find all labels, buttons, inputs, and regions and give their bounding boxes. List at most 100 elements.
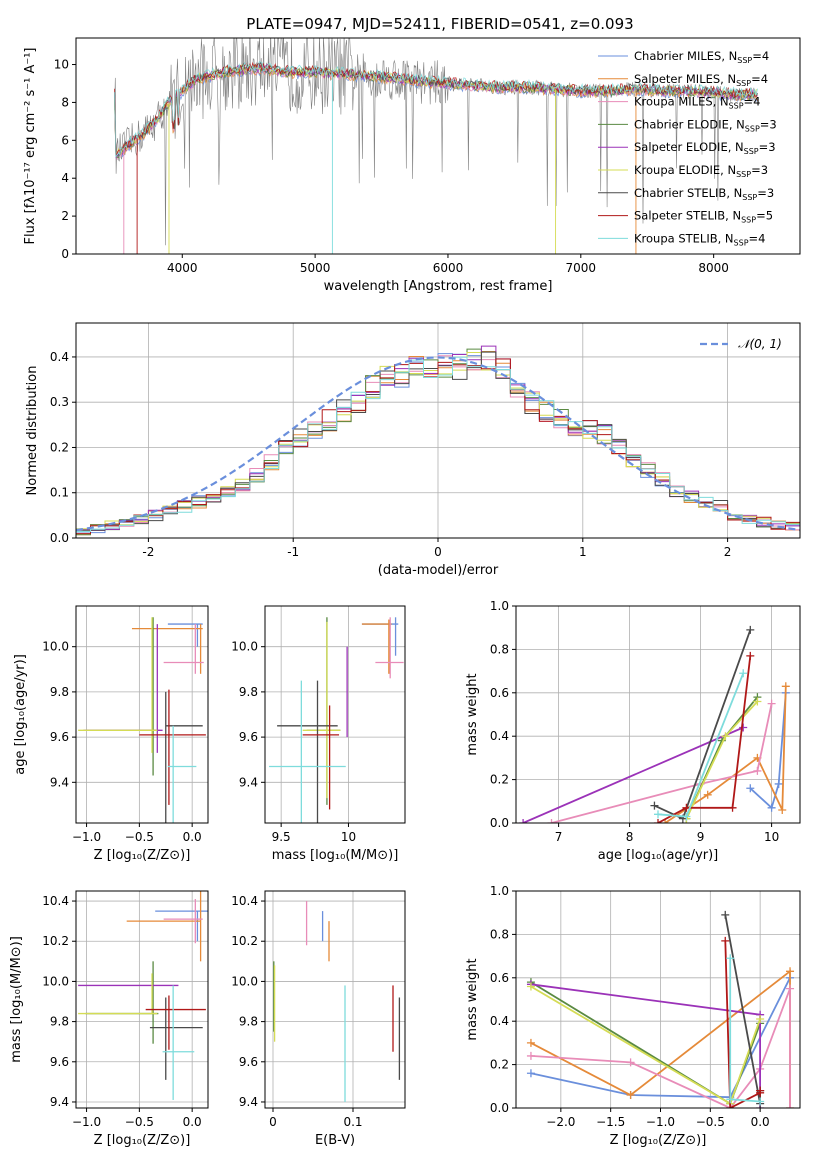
weight-point-marker (626, 1090, 635, 1099)
weight-series-line (749, 692, 787, 810)
y-tick-label: 0.2 (490, 773, 509, 787)
weight-point-marker (726, 1104, 735, 1108)
x-axis-label: Z [log₁₀(Z/Z⊙)] (94, 1133, 191, 1148)
weight-point-marker (746, 784, 755, 793)
y-tick-label: 0.8 (490, 927, 509, 941)
x-tick-label: 4000 (167, 261, 198, 275)
weight-point-marker (728, 803, 737, 812)
weight-point-marker (654, 810, 662, 819)
weight-point-marker (753, 697, 762, 706)
weight-lines (519, 625, 790, 823)
age-vs-mass-panel: 9.5 10 9.4 9.6 9.8 10.0 mass [log₁₀(M/M⊙)] (231, 605, 406, 863)
x-tick-label: −1.0 (72, 1115, 101, 1129)
residual-histogram (76, 356, 800, 532)
y-axis-label: mass weight (465, 673, 480, 755)
figure-title: PLATE=0947, MJD=52411, FIBERID=0541, z=0… (246, 15, 633, 33)
plot-frame (75, 322, 801, 539)
y-tick-label: 10.0 (231, 974, 258, 988)
y-tick-label: 10.2 (231, 934, 258, 948)
weight-series-line (551, 703, 773, 823)
x-tick-label: 2 (724, 545, 732, 559)
x-tick-label: 0.0 (751, 1115, 770, 1129)
weight-point-marker (654, 819, 662, 823)
plot-frame (515, 890, 801, 1109)
x-axis-label: Z [log₁₀(Z/Z⊙)] (610, 1133, 707, 1148)
weight-point-marker (661, 819, 670, 823)
errorbars (273, 901, 401, 1102)
y-tick-label: 0.4 (50, 350, 69, 364)
y-tick-label: 0 (61, 247, 69, 261)
y-tick-label: 9.8 (239, 1015, 258, 1029)
y-tick-label: 9.4 (239, 1095, 258, 1109)
weight-point-marker (626, 1058, 635, 1067)
y-axis-label: mass weight (465, 958, 480, 1040)
plot-frame (75, 37, 801, 255)
y-tick-label: 9.6 (50, 730, 69, 744)
plot-frame (75, 605, 209, 824)
y-axis-label: Normed distribution (25, 366, 40, 496)
weight-point-marker (650, 801, 659, 810)
y-tick-label: 9.8 (50, 1015, 69, 1029)
errorbars (269, 617, 404, 823)
weight-point-marker (774, 779, 783, 788)
weight-point-marker (739, 723, 748, 732)
model-spectrum-line (114, 60, 758, 158)
x-tick-label: −0.5 (125, 830, 154, 844)
y-tick-label: 4 (61, 171, 69, 185)
weight-point-marker (721, 732, 730, 741)
y-tick-label: 0.4 (490, 729, 509, 743)
weight-point-marker (726, 1095, 735, 1104)
x-tick-label: -2 (142, 545, 154, 559)
y-tick-label: 0.0 (50, 531, 69, 545)
plot-frame (75, 890, 209, 1109)
y-tick-label: 9.4 (50, 775, 69, 789)
weight-point-marker (746, 651, 755, 660)
errorbars (78, 891, 208, 1100)
y-tick-label: 10.2 (42, 934, 69, 948)
legend-entry: Chabrier ELODIE, NSSP=3 (634, 117, 777, 133)
x-tick-label: −1.0 (72, 830, 101, 844)
legend-entry: Salpeter STELIB, NSSP=5 (634, 209, 773, 225)
x-axis-label: wavelength [Angstrom, rest frame] (324, 279, 553, 294)
x-axis-label: mass [log₁₀(M/M⊙)] (272, 848, 399, 863)
weight-point-marker (778, 805, 787, 814)
spectrum-panel: 4000 5000 6000 7000 8000 0 2 4 6 8 10 wavelength [A… (23, 37, 801, 294)
y-tick-label: 0.6 (490, 686, 509, 700)
weight-series-line (530, 988, 791, 1108)
mass-vs-ebv-panel: 0 0.1 9.4 9.6 9.8 10.0 10.2 10.4 E(B-V) (231, 890, 406, 1148)
x-tick-label: −0.5 (125, 1115, 154, 1129)
y-tick-label: 0.3 (50, 395, 69, 409)
y-tick-label: 10.4 (42, 894, 69, 908)
y-tick-label: 9.8 (239, 685, 258, 699)
legend-entry: Chabrier MILES, NSSP=4 (634, 49, 769, 65)
normal-distribution-curve (76, 356, 800, 532)
x-tick-label: 8000 (698, 261, 729, 275)
histogram-steps (76, 345, 800, 536)
weight-point-marker (526, 1069, 535, 1078)
legend-entry: Kroupa STELIB, NSSP=4 (634, 231, 765, 247)
y-tick-label: 0.1 (50, 486, 69, 500)
y-tick-label: 0.8 (490, 642, 509, 656)
y-tick-label: 0.4 (490, 1014, 509, 1028)
plot-frame (515, 605, 801, 824)
plot-frame (264, 890, 406, 1109)
y-tick-label: 8 (61, 95, 69, 109)
y-tick-label: 10.4 (231, 894, 258, 908)
legend-entry: Salpeter MILES, NSSP=4 (634, 72, 768, 88)
y-tick-label: 6 (61, 133, 69, 147)
y-tick-label: 1.0 (490, 884, 509, 898)
weight-point-marker (721, 936, 730, 945)
x-tick-label: 1 (579, 545, 587, 559)
x-axis-label: age [log₁₀(age/yr)] (598, 848, 719, 863)
x-tick-label: -1 (287, 545, 299, 559)
y-axis-label: age [log₁₀(age/yr)] (13, 654, 28, 775)
age-vs-metallicity-panel: −1.0 −0.5 0.0 9.4 9.6 9.8 10.0 Z [log₁₀(Z/Z⊙)] a… (13, 605, 209, 863)
x-tick-label: −0.5 (696, 1115, 725, 1129)
legend-entry: Salpeter ELODIE, NSSP=3 (634, 140, 776, 156)
x-tick-label: 5000 (300, 261, 331, 275)
weight-point-marker (781, 682, 790, 691)
x-axis-label: Z [log₁₀(Z/Z⊙)] (94, 848, 191, 863)
y-tick-label: 9.6 (239, 730, 258, 744)
errorbars (78, 617, 206, 823)
y-tick-label: 10.0 (42, 640, 69, 654)
